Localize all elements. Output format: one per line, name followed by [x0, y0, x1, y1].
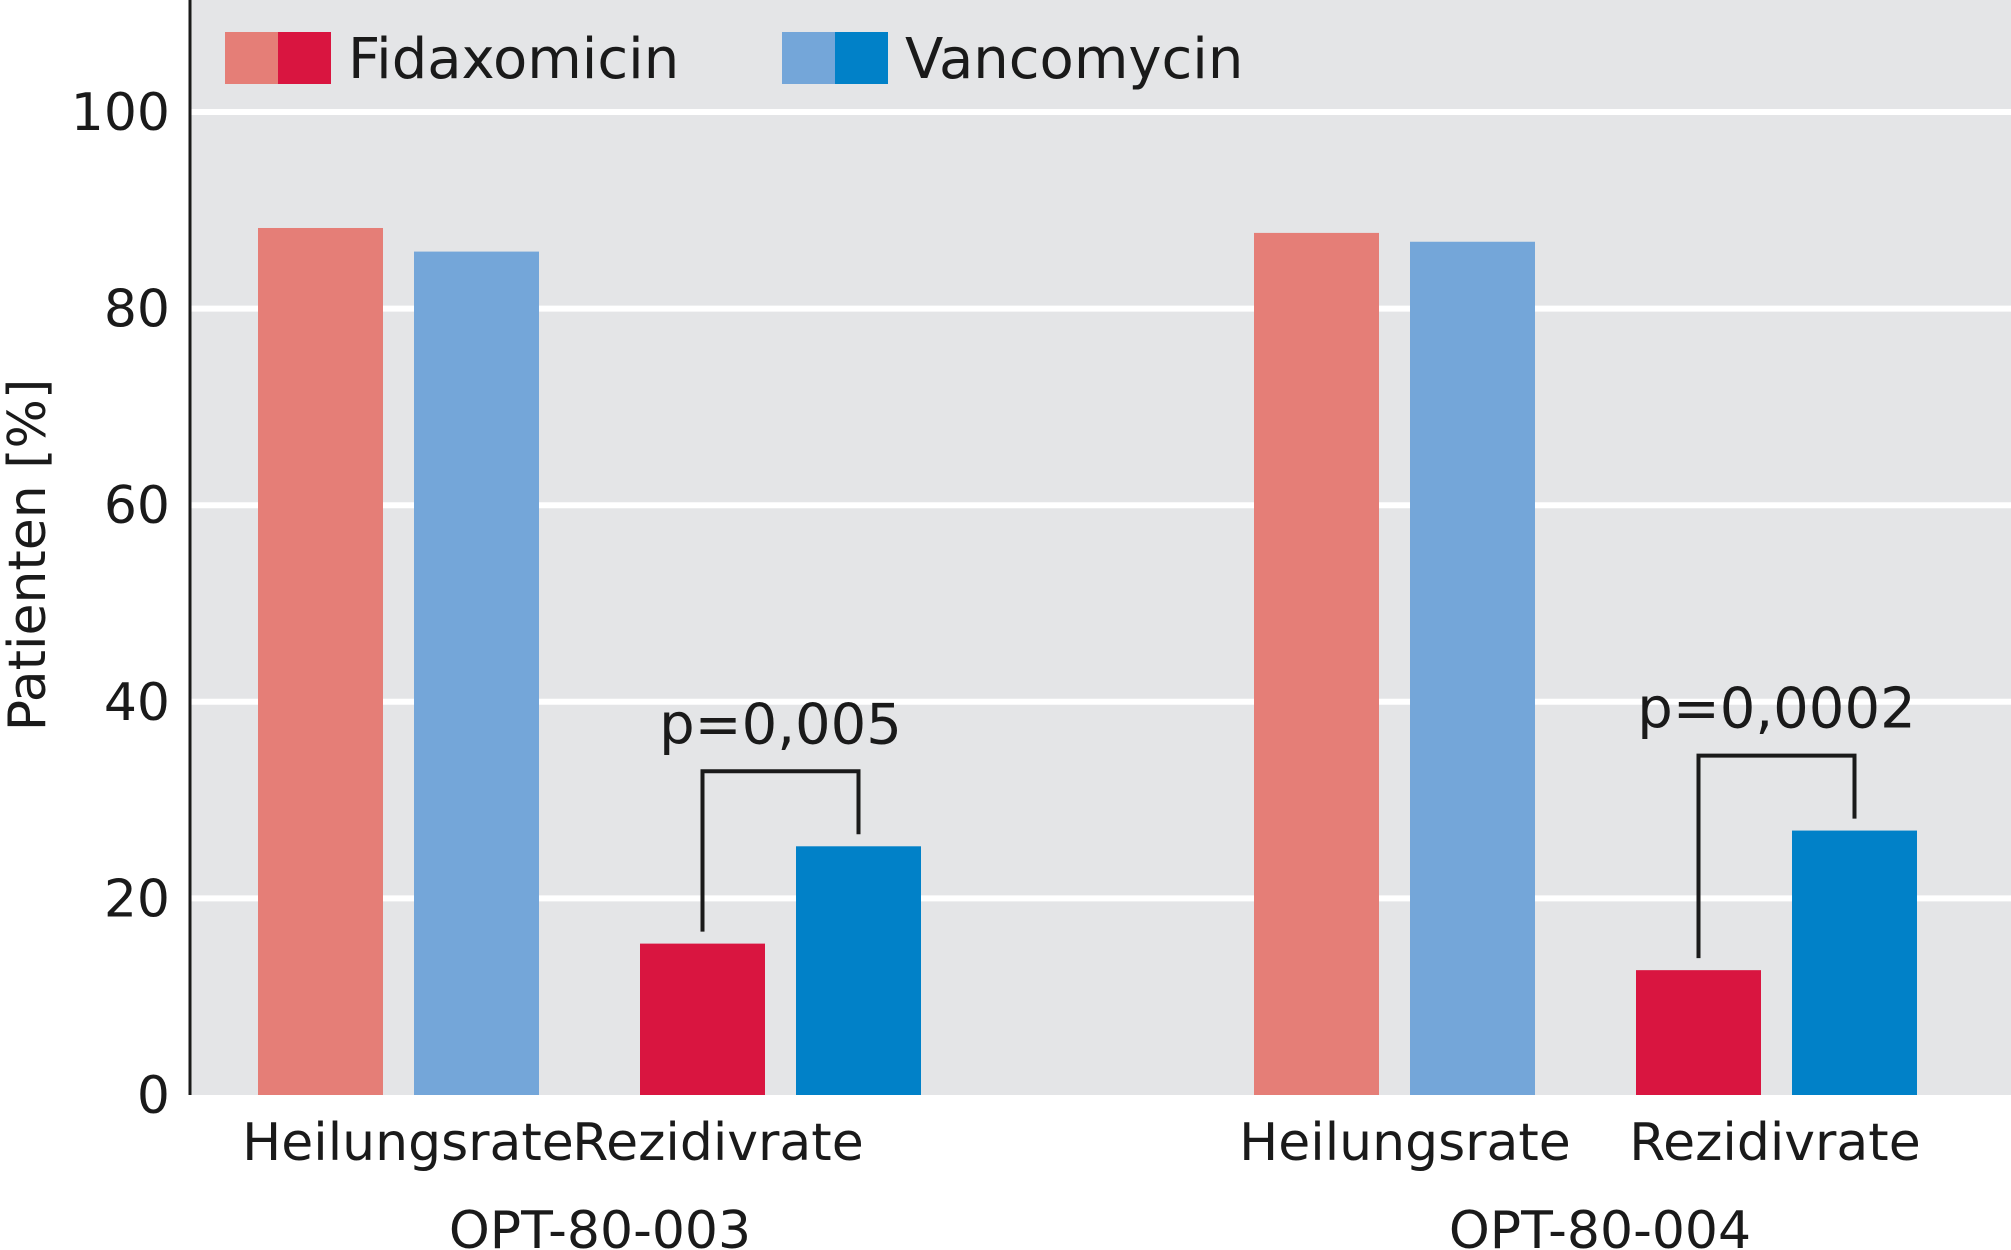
y-tick-label: 40 — [104, 673, 170, 733]
category-label: Heilungsrate — [1239, 1113, 1571, 1173]
bar-vancomycin-heilungsrate-2 — [1410, 241, 1535, 1096]
legend-swatch-dark — [835, 32, 888, 84]
group-label: OPT-80-003 — [449, 1201, 751, 1250]
p-value-label: p=0,0002 — [1637, 677, 1915, 742]
p-value-label: p=0,005 — [659, 692, 902, 757]
bar-vancomycin-rezidivrate-2 — [1792, 830, 1917, 1095]
legend: Fidaxomicin Vancomycin — [225, 27, 1243, 92]
y-axis-label: Patienten [%] — [0, 379, 58, 732]
bar-fidaxomicin-rezidivrate-2 — [1636, 970, 1761, 1095]
legend-swatch-light — [225, 32, 278, 84]
y-tick-labels: 0 20 40 60 80 100 — [71, 83, 170, 1126]
bars — [258, 227, 1917, 1096]
category-label: Rezidivrate — [572, 1113, 863, 1173]
legend-swatch-dark — [278, 32, 331, 84]
bar-fidaxomicin-rezidivrate-1 — [640, 943, 765, 1095]
bar-fidaxomicin-heilungsrate-2 — [1254, 232, 1379, 1095]
legend-label: Vancomycin — [905, 27, 1243, 92]
significance-bracket — [1696, 753, 1857, 959]
y-tick-label: 60 — [104, 476, 170, 536]
group-labels: OPT-80-003 OPT-80-004 — [449, 1201, 1751, 1250]
legend-label: Fidaxomicin — [348, 27, 679, 92]
y-tick-label: 100 — [71, 83, 170, 143]
y-tick-label: 20 — [104, 869, 170, 929]
significance-bracket — [700, 769, 861, 932]
category-label: Heilungsrate — [242, 1113, 574, 1173]
annotations: p=0,005 p=0,0002 — [659, 677, 1916, 959]
category-label: Rezidivrate — [1629, 1113, 1920, 1173]
y-tick-label: 0 — [137, 1066, 170, 1126]
legend-swatch-light — [782, 32, 835, 84]
group-label: OPT-80-004 — [1449, 1201, 1751, 1250]
bar-vancomycin-heilungsrate-1 — [414, 251, 539, 1095]
bar-fidaxomicin-heilungsrate-1 — [258, 227, 383, 1095]
y-tick-label: 80 — [104, 280, 170, 340]
bar-vancomycin-rezidivrate-1 — [796, 846, 921, 1095]
